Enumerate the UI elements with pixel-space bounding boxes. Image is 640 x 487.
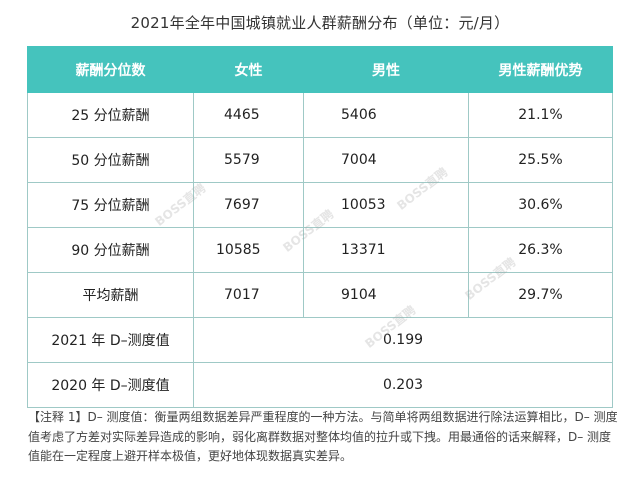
male-value: 13371 (303, 227, 469, 273)
d-measure-value: 0.203 (193, 362, 613, 408)
salary-table: 薪酬分位数 女性 男性 男性薪酬优势 25 分位薪酬 4465 5406 21.… (27, 46, 613, 408)
header-cell: 男性薪酬优势 (468, 46, 613, 93)
male-advantage-value: 21.1% (468, 92, 613, 138)
d-measure-label: 2021 年 D–测度值 (27, 317, 194, 363)
d-measure-label: 2020 年 D–测度值 (27, 362, 194, 408)
row-label: 平均薪酬 (27, 272, 194, 318)
d-measure-value: 0.199 (193, 317, 613, 363)
male-value: 7004 (303, 137, 469, 183)
header-cell: 女性 (193, 46, 304, 93)
female-value: 5579 (193, 137, 304, 183)
header-cell: 薪酬分位数 (27, 46, 194, 93)
male-value: 10053 (303, 182, 469, 228)
table-row: 50 分位薪酬 5579 7004 25.5% (27, 137, 613, 183)
table-row: 25 分位薪酬 4465 5406 21.1% (27, 92, 613, 138)
row-label: 75 分位薪酬 (27, 182, 194, 228)
male-advantage-value: 30.6% (468, 182, 613, 228)
row-label: 50 分位薪酬 (27, 137, 194, 183)
d-measure-row: 2021 年 D–测度值 0.199 (27, 317, 613, 363)
female-value: 7697 (193, 182, 304, 228)
male-value: 5406 (303, 92, 469, 138)
male-advantage-value: 26.3% (468, 227, 613, 273)
row-label: 25 分位薪酬 (27, 92, 194, 138)
header-cell: 男性 (303, 46, 469, 93)
footnote: 【注释 1】D– 测度值：衡量两组数据差异严重程度的一种方法。与简单将两组数据进… (28, 410, 618, 463)
table-row: 75 分位薪酬 7697 10053 30.6% (27, 182, 613, 228)
female-value: 7017 (193, 272, 304, 318)
table-row: 90 分位薪酬 10585 13371 26.3% (27, 227, 613, 273)
female-value: 4465 (193, 92, 304, 138)
table-row: 平均薪酬 7017 9104 29.7% (27, 272, 613, 318)
row-label: 90 分位薪酬 (27, 227, 194, 273)
male-value: 9104 (303, 272, 469, 318)
female-value: 10585 (193, 227, 304, 273)
chart-title: 2021年全年中国城镇就业人群薪酬分布（单位：元/月） (130, 14, 510, 32)
male-advantage-value: 25.5% (468, 137, 613, 183)
d-measure-row: 2020 年 D–测度值 0.203 (27, 362, 613, 408)
male-advantage-value: 29.7% (468, 272, 613, 318)
header-row: 薪酬分位数 女性 男性 男性薪酬优势 (27, 46, 613, 93)
